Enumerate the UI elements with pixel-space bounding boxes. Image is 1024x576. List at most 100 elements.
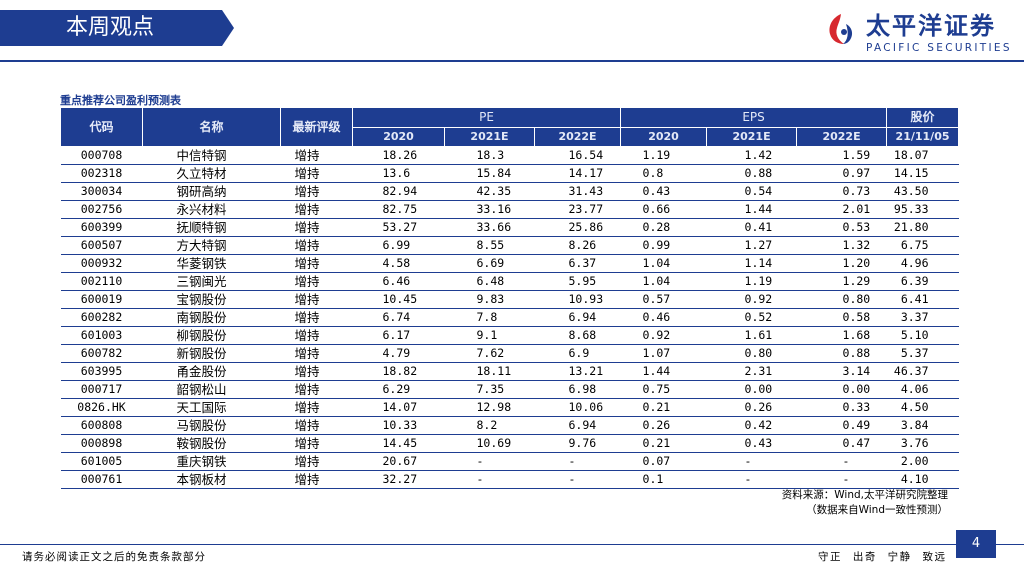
cell-eps-2021e: 0.92 bbox=[706, 290, 797, 309]
header-pe-year: 2022E bbox=[533, 127, 622, 147]
cell-name: 三钢闽光 bbox=[142, 272, 281, 291]
cell-eps-2022e: 1.32 bbox=[796, 236, 887, 255]
cell-code: 002318 bbox=[60, 164, 143, 183]
cell-eps-2020: 1.04 bbox=[620, 272, 707, 291]
cell-pe-2022e: 6.37 bbox=[534, 254, 621, 273]
cell-name: 本钢板材 bbox=[142, 470, 281, 489]
table-row: 600282 南钢股份 增持 6.74 7.8 6.94 0.46 0.52 0.58 3.37 bbox=[60, 308, 959, 327]
cell-pe-2022e: 9.76 bbox=[534, 434, 621, 453]
cell-pe-2020: 53.27 bbox=[352, 218, 445, 237]
cell-code: 601003 bbox=[60, 326, 143, 345]
cell-pe-2022e: - bbox=[534, 470, 621, 489]
table-row: 600399 抚顺特钢 增持 53.27 33.66 25.86 0.28 0.41 0.53 2… bbox=[60, 218, 959, 237]
cell-price: 4.10 bbox=[886, 470, 959, 489]
cell-eps-2021e: 1.61 bbox=[706, 326, 797, 345]
table-row: 000708 中信特钢 增持 18.26 18.3 16.54 1.19 1.42 1.59 18… bbox=[60, 146, 959, 165]
cell-code: 600282 bbox=[60, 308, 143, 327]
cell-pe-2020: 82.94 bbox=[352, 182, 445, 201]
source-line: 资料来源：Wind,太平洋研究院整理 bbox=[781, 489, 948, 501]
table-row: 600019 宝钢股份 增持 10.45 9.83 10.93 0.57 0.92 0.80 6.… bbox=[60, 290, 959, 309]
cell-rating: 增持 bbox=[280, 308, 353, 327]
cell-eps-2021e: 2.31 bbox=[706, 362, 797, 381]
cell-name: 抚顺特钢 bbox=[142, 218, 281, 237]
cell-eps-2022e: - bbox=[796, 470, 887, 489]
cell-pe-2020: 6.46 bbox=[352, 272, 445, 291]
cell-name: 马钢股份 bbox=[142, 416, 281, 435]
cell-pe-2022e: 25.86 bbox=[534, 218, 621, 237]
cell-name: 鞍钢股份 bbox=[142, 434, 281, 453]
cell-eps-2020: 0.1 bbox=[620, 470, 707, 489]
cell-pe-2021e: 12.98 bbox=[444, 398, 535, 417]
cell-eps-2022e: 0.73 bbox=[796, 182, 887, 201]
header-divider bbox=[0, 60, 1024, 62]
cell-name: 华菱钢铁 bbox=[142, 254, 281, 273]
table-row: 002318 久立特材 增持 13.6 15.84 14.17 0.8 0.88 0.97 14.… bbox=[60, 164, 959, 183]
header-eps-year: 2022E bbox=[796, 127, 888, 147]
table-row: 000898 鞍钢股份 增持 14.45 10.69 9.76 0.21 0.43 0.47 3.… bbox=[60, 434, 959, 453]
cell-eps-2021e: 0.41 bbox=[706, 218, 797, 237]
cell-name: 方大特钢 bbox=[142, 236, 281, 255]
cell-name: 久立特材 bbox=[142, 164, 281, 183]
cell-pe-2020: 18.82 bbox=[352, 362, 445, 381]
cell-code: 600808 bbox=[60, 416, 143, 435]
cell-eps-2022e: 0.47 bbox=[796, 434, 887, 453]
cell-price: 4.06 bbox=[886, 380, 959, 399]
cell-eps-2020: 0.99 bbox=[620, 236, 707, 255]
cell-eps-2020: 1.07 bbox=[620, 344, 707, 363]
disclaimer-text: 请务必阅读正文之后的免责条款部分 bbox=[22, 551, 206, 563]
cell-pe-2020: 4.79 bbox=[352, 344, 445, 363]
table-row: 000932 华菱钢铁 增持 4.58 6.69 6.37 1.04 1.14 1.20 4.96 bbox=[60, 254, 959, 273]
cell-pe-2021e: 10.69 bbox=[444, 434, 535, 453]
cell-code: 300034 bbox=[60, 182, 143, 201]
cell-pe-2021e: 42.35 bbox=[444, 182, 535, 201]
header-code: 代码 bbox=[60, 107, 143, 147]
cell-pe-2021e: 7.8 bbox=[444, 308, 535, 327]
cell-name: 永兴材料 bbox=[142, 200, 281, 219]
cell-pe-2020: 10.33 bbox=[352, 416, 445, 435]
cell-eps-2022e: 3.14 bbox=[796, 362, 887, 381]
cell-price: 18.07 bbox=[886, 146, 959, 165]
cell-eps-2021e: 1.19 bbox=[706, 272, 797, 291]
cell-eps-2021e: 0.42 bbox=[706, 416, 797, 435]
cell-pe-2020: 6.29 bbox=[352, 380, 445, 399]
cell-rating: 增持 bbox=[280, 164, 353, 183]
table-body: 000708 中信特钢 增持 18.26 18.3 16.54 1.19 1.42 1.59 18… bbox=[60, 146, 959, 489]
cell-name: 南钢股份 bbox=[142, 308, 281, 327]
cell-eps-2020: 0.57 bbox=[620, 290, 707, 309]
table-row: 300034 钢研高纳 增持 82.94 42.35 31.43 0.43 0.54 0.73 4… bbox=[60, 182, 959, 201]
company-emblem-icon bbox=[829, 14, 853, 44]
cell-eps-2020: 0.8 bbox=[620, 164, 707, 183]
cell-pe-2020: 13.6 bbox=[352, 164, 445, 183]
cell-rating: 增持 bbox=[280, 362, 353, 381]
cell-pe-2021e: 7.62 bbox=[444, 344, 535, 363]
cell-pe-2022e: 8.68 bbox=[534, 326, 621, 345]
cell-price: 3.37 bbox=[886, 308, 959, 327]
cell-pe-2020: 20.67 bbox=[352, 452, 445, 471]
cell-eps-2022e: 0.80 bbox=[796, 290, 887, 309]
cell-eps-2020: 0.66 bbox=[620, 200, 707, 219]
cell-price: 5.37 bbox=[886, 344, 959, 363]
cell-eps-2020: 0.43 bbox=[620, 182, 707, 201]
cell-code: 000761 bbox=[60, 470, 143, 489]
cell-name: 中信特钢 bbox=[142, 146, 281, 165]
cell-eps-2021e: 0.54 bbox=[706, 182, 797, 201]
cell-pe-2021e: 6.69 bbox=[444, 254, 535, 273]
cell-rating: 增持 bbox=[280, 452, 353, 471]
cell-eps-2020: 0.75 bbox=[620, 380, 707, 399]
cell-rating: 增持 bbox=[280, 146, 353, 165]
cell-eps-2022e: 0.33 bbox=[796, 398, 887, 417]
header-rating: 最新评级 bbox=[280, 107, 353, 147]
cell-pe-2021e: - bbox=[444, 470, 535, 489]
page-title: 本周观点 bbox=[66, 15, 155, 40]
cell-pe-2021e: 8.55 bbox=[444, 236, 535, 255]
cell-eps-2021e: 1.44 bbox=[706, 200, 797, 219]
table-row: 002756 永兴材料 增持 82.75 33.16 23.77 0.66 1.44 2.01 9… bbox=[60, 200, 959, 219]
cell-rating: 增持 bbox=[280, 380, 353, 399]
cell-price: 43.50 bbox=[886, 182, 959, 201]
cell-eps-2021e: 0.80 bbox=[706, 344, 797, 363]
cell-pe-2021e: 33.16 bbox=[444, 200, 535, 219]
cell-eps-2021e: 0.52 bbox=[706, 308, 797, 327]
cell-price: 3.76 bbox=[886, 434, 959, 453]
cell-price: 6.41 bbox=[886, 290, 959, 309]
cell-price: 4.96 bbox=[886, 254, 959, 273]
